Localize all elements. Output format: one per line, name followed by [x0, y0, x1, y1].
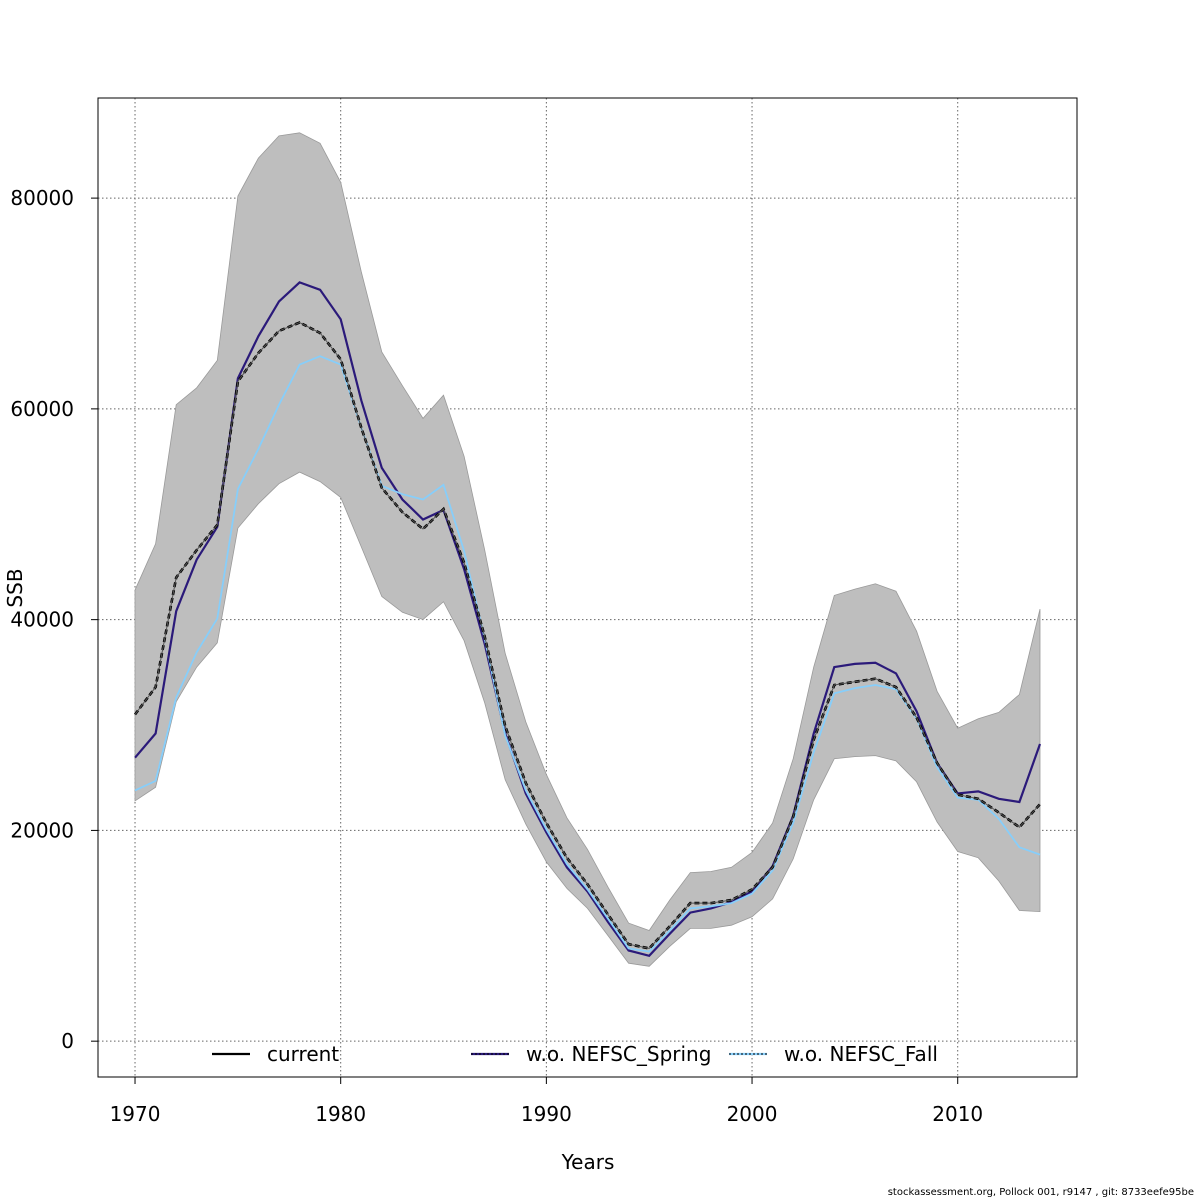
y-tick-label: 60000	[10, 397, 74, 421]
x-tick-label: 1970	[110, 1102, 161, 1126]
legend-label-current: current	[267, 1042, 339, 1066]
axes: 1970 1980 1990 2000 2010 0 20000 40000 60000 8000…	[10, 186, 983, 1126]
x-tick-label: 2010	[932, 1102, 983, 1126]
grid	[98, 98, 1077, 1077]
series-lines	[133, 281, 1042, 958]
legend-label-w-o-nefsc-fall: w.o. NEFSC_Fall	[784, 1042, 938, 1066]
series-line-w-o-nefsc-fall	[134, 355, 1041, 953]
x-axis-title: Years	[561, 1150, 615, 1174]
confidence-band-area	[134, 132, 1041, 967]
y-tick-label: 40000	[10, 608, 74, 632]
y-tick-label: 0	[61, 1029, 74, 1053]
series-line-current-core	[134, 321, 1041, 949]
legend: current w.o. NEFSC_Spring w.o. NEFSC_Fall	[212, 1042, 938, 1066]
x-tick-label: 1980	[315, 1102, 366, 1126]
y-tick-label: 20000	[10, 818, 74, 842]
confidence-band	[134, 132, 1041, 967]
series-line-w-o-nefsc-spring	[134, 281, 1042, 958]
legend-label-w-o-nefsc-spring: w.o. NEFSC_Spring	[526, 1042, 711, 1066]
y-tick-label: 80000	[10, 186, 74, 210]
y-axis-title: SSB	[3, 568, 27, 607]
x-tick-label: 2000	[727, 1102, 778, 1126]
x-tick-label: 1990	[521, 1102, 572, 1126]
footer-caption: stockassessment.org, Pollock 001, r9147 …	[887, 1187, 1194, 1198]
plot-frame	[97, 97, 1078, 1078]
